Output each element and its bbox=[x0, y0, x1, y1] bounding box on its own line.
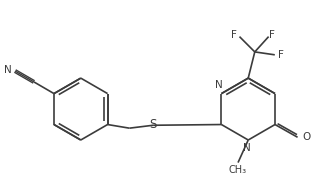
Text: F: F bbox=[231, 30, 237, 40]
Text: N: N bbox=[4, 65, 12, 75]
Text: S: S bbox=[149, 118, 157, 131]
Text: O: O bbox=[302, 132, 310, 142]
Text: CH₃: CH₃ bbox=[228, 165, 246, 175]
Text: F: F bbox=[269, 30, 275, 40]
Text: F: F bbox=[278, 50, 284, 60]
Text: N: N bbox=[242, 143, 250, 153]
Text: N: N bbox=[215, 80, 223, 90]
